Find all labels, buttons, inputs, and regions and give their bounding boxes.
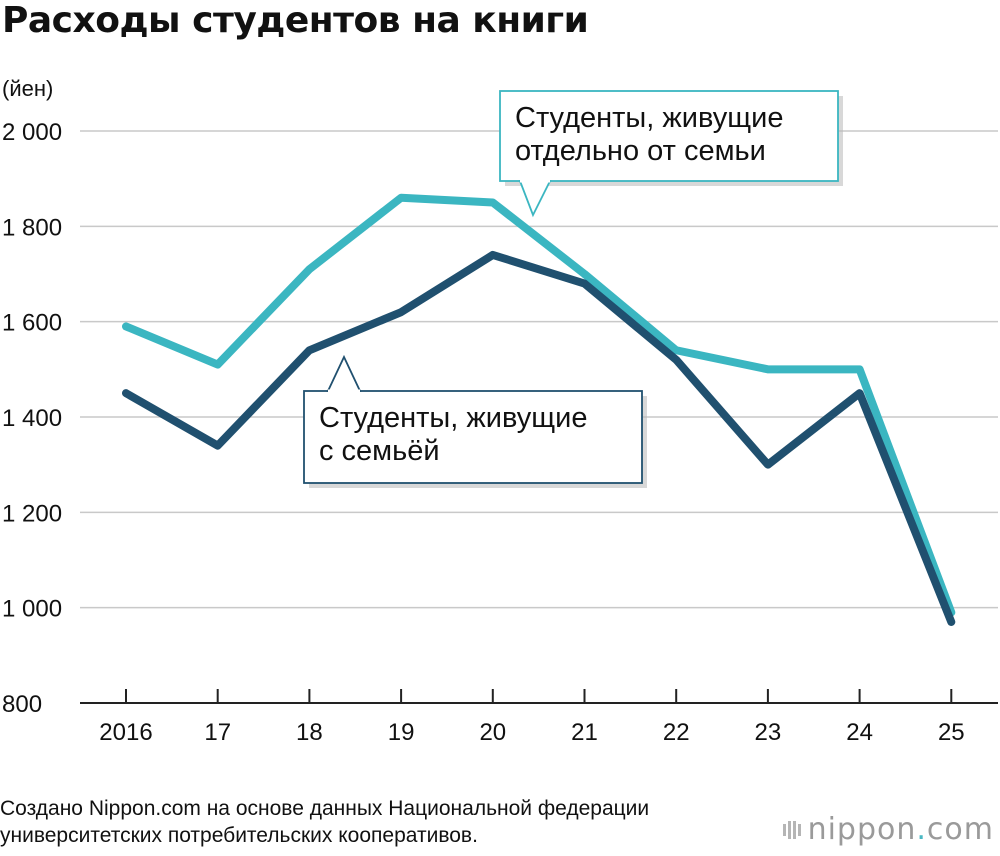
series-line-family xyxy=(122,250,956,626)
x-tick-label: 2016 xyxy=(99,719,152,746)
logo-suffix: com xyxy=(926,812,994,847)
callout-separate-label-line: отдельно от семьи xyxy=(515,135,766,167)
y-tick-label: 1 400 xyxy=(2,405,62,432)
callout-separate-label-line: Студенты, живущие xyxy=(515,102,783,134)
y-tick-label: 1 600 xyxy=(2,310,62,337)
x-tick-label: 23 xyxy=(755,719,782,746)
logo-name: nippon xyxy=(807,812,917,847)
source-note: Создано Nippon.com на основе данных Наци… xyxy=(0,795,649,849)
y-tick-label: 800 xyxy=(2,691,42,718)
logo-dot: . xyxy=(916,812,927,847)
x-tick-label: 24 xyxy=(846,719,873,746)
x-tick-label: 17 xyxy=(204,719,231,746)
chart-title: Расходы студентов на книги xyxy=(2,0,589,41)
source-line-1: Создано Nippon.com на основе данных Наци… xyxy=(0,797,650,820)
x-tick-label: 20 xyxy=(479,719,506,746)
callout-separate-pointer xyxy=(518,180,552,218)
nippon-logo: nippon.com xyxy=(782,812,994,847)
y-tick-label: 1 800 xyxy=(2,214,62,241)
callout-family-label-line: с семьёй xyxy=(319,435,440,467)
source-line-2: университетских потребительских кооперат… xyxy=(0,824,478,847)
x-tick-label: 19 xyxy=(388,719,415,746)
callout-separate-box xyxy=(499,90,839,182)
y-tick-label: 1 200 xyxy=(2,500,62,527)
x-tick-label: 22 xyxy=(663,719,690,746)
y-tick-label: 1 000 xyxy=(2,596,62,623)
callout-family-pointer xyxy=(326,354,362,392)
x-tick-label: 21 xyxy=(571,719,598,746)
x-tick-label: 18 xyxy=(296,719,323,746)
x-tick-label: 25 xyxy=(938,719,965,746)
line-chart: (йен) 800 1 000 1 200 1 400 1 600 1 800 2 000 20… xyxy=(2,76,998,746)
callout-family-label-line: Студенты, живущие xyxy=(319,402,587,434)
series-line-separate xyxy=(122,193,956,617)
y-tick-label: 2 000 xyxy=(2,119,62,146)
callout-family-box xyxy=(303,390,643,484)
y-unit-label: (йен) xyxy=(2,76,53,101)
logo-bars-icon xyxy=(782,821,801,839)
